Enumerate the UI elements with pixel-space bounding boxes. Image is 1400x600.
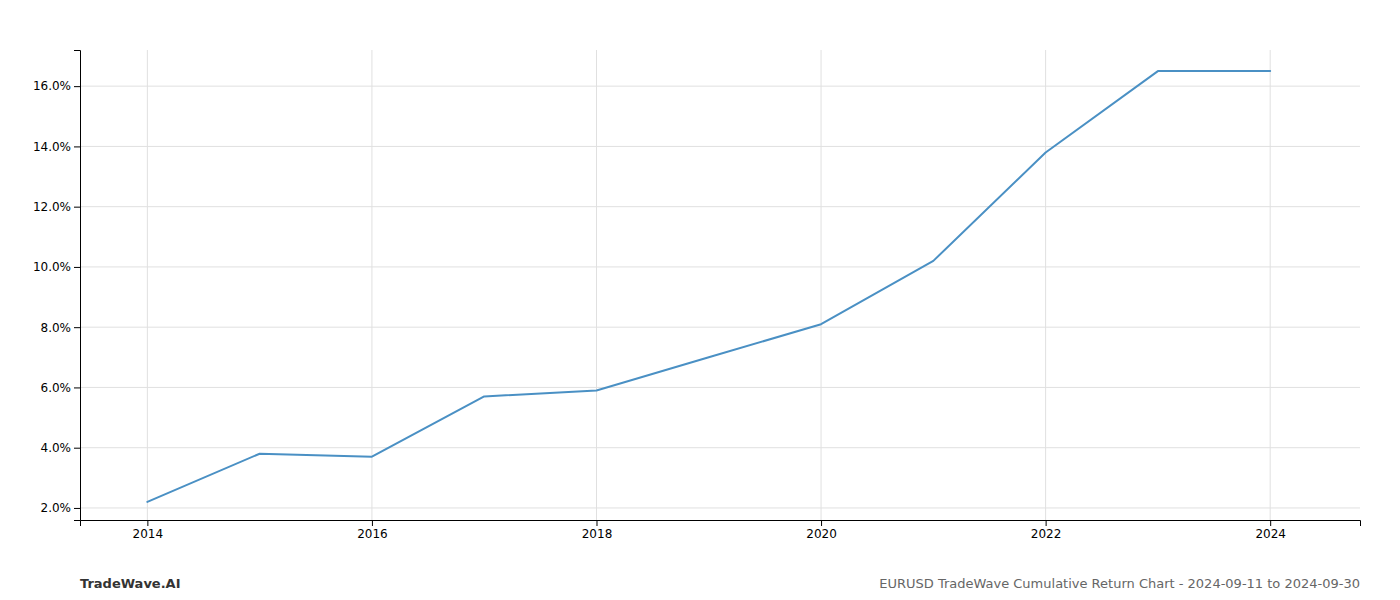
tick-label: 2020: [806, 527, 837, 541]
tick-label: 2016: [357, 527, 388, 541]
tick-label: 4.0%: [41, 441, 72, 455]
tick-mark: [372, 520, 373, 526]
tick-mark: [596, 520, 597, 526]
grid-line-y: [80, 447, 1360, 448]
tick-label: 6.0%: [41, 381, 72, 395]
line: [147, 71, 1270, 502]
grid-line-y: [80, 387, 1360, 388]
grid-line-y: [80, 327, 1360, 328]
axis-line: [74, 51, 81, 521]
grid-line-y: [80, 266, 1360, 267]
tick-mark: [74, 267, 80, 268]
annotation: TradeWave.AI: [80, 576, 181, 591]
x-tick: 2020: [806, 520, 837, 541]
chart: 2014 2016 2018 2020 2022 2024 2.0% 4.0% 6.0% 8.0%…: [0, 0, 1400, 600]
tick-label: 10.0%: [33, 260, 71, 274]
y-tick: 4.0%: [41, 441, 81, 455]
tick-mark: [74, 146, 80, 147]
y-tick: 16.0%: [33, 79, 80, 93]
grid-line-y: [80, 206, 1360, 207]
tick-mark: [74, 508, 80, 509]
tick-mark: [147, 520, 148, 526]
grid-line-x: [821, 50, 822, 520]
tick-mark: [74, 448, 80, 449]
marks: [147, 71, 1270, 502]
y-tick: 6.0%: [41, 381, 81, 395]
plot: 2014 2016 2018 2020 2022 2024 2.0% 4.0% 6.0% 8.0%…: [33, 50, 1361, 541]
tick-mark: [74, 387, 80, 388]
tick-label: 14.0%: [33, 140, 71, 154]
tick-label: 2.0%: [41, 501, 72, 515]
y-tick: 14.0%: [33, 140, 80, 154]
tick-mark: [74, 327, 80, 328]
tick-mark: [74, 207, 80, 208]
tick-label: 2024: [1255, 527, 1286, 541]
tick-mark: [74, 86, 80, 87]
y-tick: 10.0%: [33, 260, 80, 274]
axis-line: [81, 521, 1361, 527]
grid: [80, 50, 1360, 520]
tick-mark: [1270, 520, 1271, 526]
grid-line-x: [147, 50, 148, 520]
annotation: EURUSD TradeWave Cumulative Return Chart…: [879, 576, 1360, 591]
tick-label: 2022: [1031, 527, 1062, 541]
x-tick: 2016: [357, 520, 388, 541]
x-tick: 2014: [133, 520, 164, 541]
grid-line-y: [80, 507, 1360, 508]
y-tick: 2.0%: [41, 501, 81, 515]
tick-mark: [1046, 520, 1047, 526]
tick-label: 16.0%: [33, 79, 71, 93]
tick-label: 12.0%: [33, 200, 71, 214]
x-tick: 2018: [582, 520, 613, 541]
tick-label: 8.0%: [41, 321, 72, 335]
x-axis: 2014 2016 2018 2020 2022 2024: [81, 520, 1361, 541]
y-tick: 12.0%: [33, 200, 80, 214]
x-tick: 2022: [1031, 520, 1062, 541]
grid-line-x: [1270, 50, 1271, 520]
grid-line-x: [596, 50, 597, 520]
tick-label: 2014: [133, 527, 164, 541]
grid-line-y: [80, 86, 1360, 87]
grid-line-y: [80, 146, 1360, 147]
x-tick: 2024: [1255, 520, 1286, 541]
tick-mark: [821, 520, 822, 526]
y-tick: 8.0%: [41, 321, 81, 335]
tick-label: 2018: [582, 527, 613, 541]
y-axis: 2.0% 4.0% 6.0% 8.0% 10.0% 12.0% 14.0% 16.0%: [33, 51, 81, 521]
grid-line-x: [1045, 50, 1046, 520]
footer: TradeWave.AI EURUSD TradeWave Cumulative …: [80, 576, 1360, 591]
grid-line-x: [371, 50, 372, 520]
